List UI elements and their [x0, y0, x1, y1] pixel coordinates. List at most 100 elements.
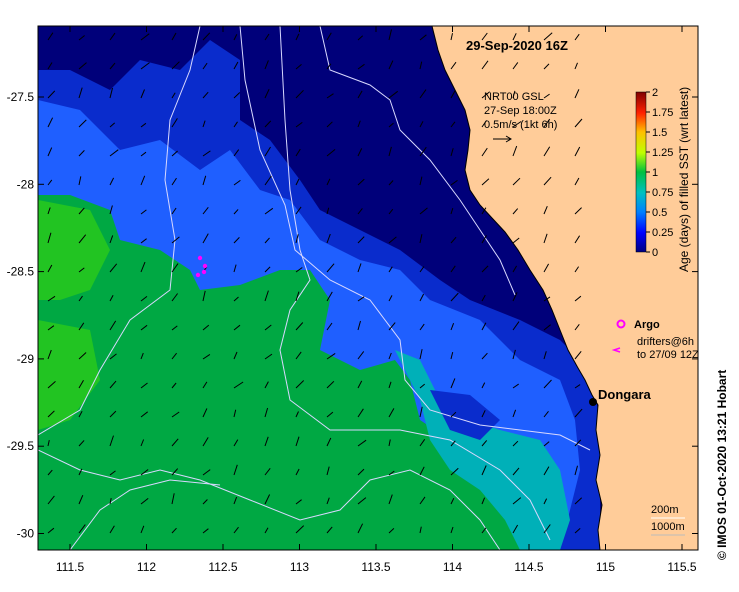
current-vector: [78, 295, 83, 302]
current-vector: [388, 470, 395, 476]
current-vector: [388, 408, 395, 418]
current-vector: [512, 409, 517, 418]
current-vector: [295, 64, 302, 70]
current-vector: [419, 466, 425, 476]
current-vector: [326, 121, 333, 128]
current-vector: [450, 61, 457, 70]
current-vector: [388, 439, 391, 447]
current-vector: [450, 351, 454, 360]
current-vector: [543, 441, 550, 447]
current-vector: [574, 295, 582, 302]
current-vector: [574, 235, 581, 244]
colorbar-tick-label: 0.75: [652, 187, 673, 199]
current-vector: [450, 526, 454, 534]
current-vector: [543, 498, 548, 505]
current-vector: [543, 176, 552, 186]
current-vector: [326, 497, 330, 505]
current-vector: [233, 209, 239, 215]
current-vector: [78, 495, 84, 505]
current-vector: [481, 352, 488, 360]
current-vector: [295, 234, 299, 244]
current-vector: [326, 32, 332, 41]
current-vector: [419, 61, 423, 70]
argo-legend: Argo drifters@6h to 27/09 12Z: [611, 319, 699, 361]
current-vector: [326, 207, 330, 215]
current-vector: [202, 381, 208, 389]
current-vector: [295, 121, 303, 128]
current-vector: [140, 33, 150, 41]
current-vector: [233, 61, 239, 70]
contour-deep-3: [38, 449, 501, 550]
current-vector: [233, 324, 241, 331]
current-vector: [109, 295, 114, 302]
ocean-age-1-region: [38, 195, 540, 550]
current-vector: [450, 207, 454, 215]
current-vector: [202, 206, 209, 215]
current-vector: [388, 352, 392, 360]
current-vector: [419, 383, 426, 389]
current-vector: [481, 440, 488, 447]
current-vector: [450, 411, 457, 418]
current-vector: [171, 352, 177, 360]
current-vector: [233, 121, 238, 128]
current-vector: [264, 527, 269, 534]
y-tick-label: -29: [17, 352, 35, 366]
current-vector: [295, 89, 304, 99]
current-vector: [574, 177, 580, 186]
current-vector: [326, 380, 335, 389]
x-tick-label: 113.5: [361, 560, 390, 574]
colorbar: 2 1.75 1.5 1.25 1 0.75 0.5 0.25 0 Age (days) of …: [635, 87, 691, 272]
current-vector: [202, 175, 207, 186]
town-dot-icon: [589, 398, 597, 406]
current-vector: [450, 148, 454, 157]
current-vector: [264, 175, 272, 186]
current-vector: [109, 177, 115, 186]
current-vector: [202, 91, 209, 99]
current-vector: [264, 324, 272, 331]
current-vector: [481, 178, 490, 186]
current-vector: [388, 122, 394, 128]
current-vector: [419, 234, 423, 244]
current-vector: [512, 208, 519, 215]
current-vector: [264, 436, 269, 447]
current-vector: [171, 293, 179, 302]
x-tick-label: 114: [443, 560, 462, 574]
current-vector: [140, 175, 146, 186]
current-vector: [264, 381, 269, 389]
current-vector: [543, 410, 549, 418]
current-vector: [574, 146, 581, 157]
current-vector: [47, 90, 56, 99]
current-vector: [326, 233, 331, 244]
current-vector: [109, 149, 119, 157]
current-vector: [419, 176, 423, 186]
current-vector: [140, 62, 150, 70]
ocean-age-125-patch-2: [38, 320, 100, 430]
colorbar-ticks: 2 1.75 1.5 1.25 1 0.75 0.5 0.25 0: [646, 87, 673, 259]
current-vector: [357, 320, 361, 331]
current-vector: [481, 465, 487, 476]
current-vector: [109, 263, 118, 273]
current-vector: [419, 439, 426, 447]
y-tick-label: -28.5: [7, 265, 35, 279]
current-vector: [202, 408, 208, 418]
current-vector: [140, 525, 145, 534]
current-vector: [326, 178, 331, 186]
current-vector: [264, 120, 272, 128]
current-vector: [109, 235, 114, 244]
current-vector: [574, 207, 582, 215]
current-vector: [264, 146, 271, 157]
map-title: 29-Sep-2020 16Z: [466, 38, 568, 53]
x-axis: 111.5 112 112.5 113 113.5 114 114.5 115 115.5: [56, 26, 697, 574]
current-vector: [388, 90, 399, 99]
y-tick-label: -29.5: [7, 439, 35, 453]
current-vector: [512, 177, 521, 186]
current-vector: [357, 296, 365, 302]
current-vector: [78, 176, 82, 186]
current-vector: [357, 439, 367, 447]
current-vector: [481, 32, 488, 41]
current-vector: [78, 87, 83, 99]
current-vector: [481, 382, 486, 389]
colorbar-tick-label: 0: [652, 247, 658, 259]
current-legend-line1: NRT00 GSL: [484, 91, 544, 103]
current-vector: [357, 497, 367, 505]
